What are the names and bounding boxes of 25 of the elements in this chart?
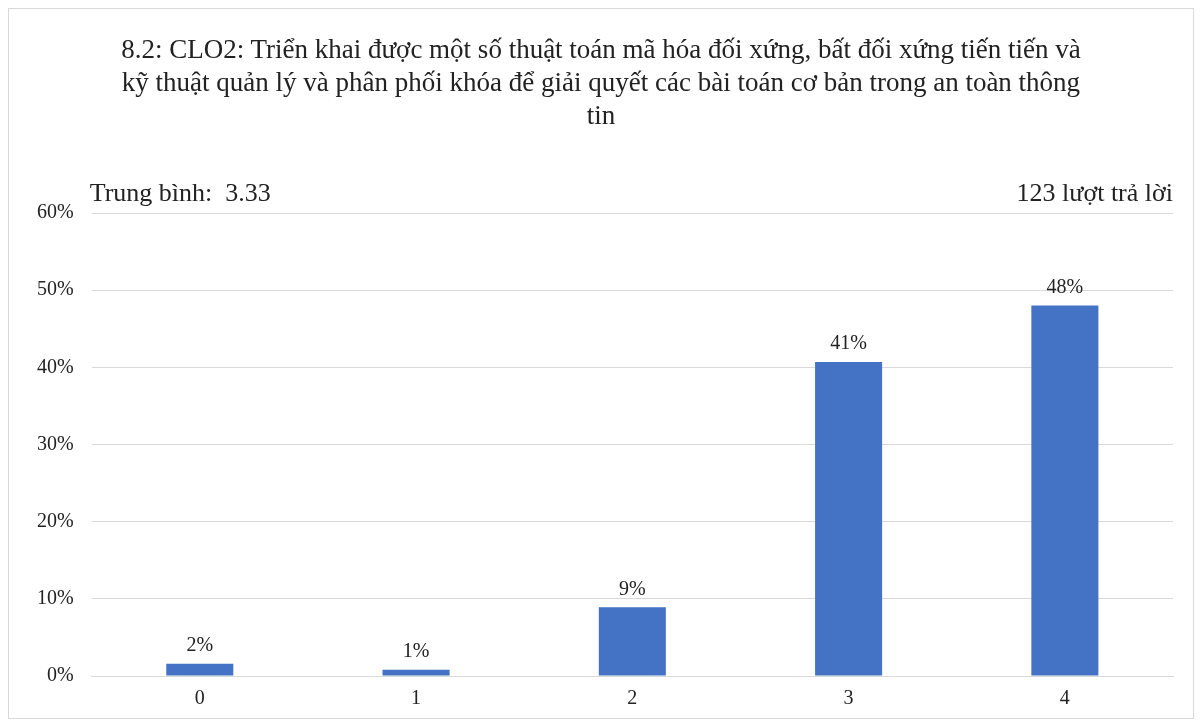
y-tick-label: 0% xyxy=(46,663,74,686)
data-label: 41% xyxy=(830,331,867,354)
y-tick-label: 50% xyxy=(36,277,74,300)
bar xyxy=(166,663,234,676)
bar xyxy=(382,669,450,676)
data-label: 48% xyxy=(1046,274,1084,297)
chart-title: 8.2: CLO2: Triển khai được một số thuật toán mã hóa đối xứng, bất đối xứng tiến tiến và kỹ thuật quản lý và phân phối khóa để giải quyết các bài toán cơ bản trong an toàn thông tin xyxy=(121,33,1081,132)
y-tick-label: 20% xyxy=(36,508,74,531)
x-tick-label: 3 xyxy=(843,686,854,709)
y-tick-label: 40% xyxy=(36,354,74,377)
y-tick-label: 60% xyxy=(36,200,74,223)
x-tick-label: 4 xyxy=(1059,686,1070,709)
data-label: 9% xyxy=(618,576,646,599)
x-tick-label: 0 xyxy=(194,686,205,709)
text: Trung bình: 3.33 xyxy=(89,177,271,207)
text: 123 lượt trả lời xyxy=(1016,177,1173,207)
data-label: 1% xyxy=(402,639,430,662)
bar xyxy=(815,361,883,676)
x-tick-label: 2 xyxy=(627,686,638,709)
x-tick-label: 1 xyxy=(411,686,422,709)
bar xyxy=(598,607,666,676)
data-label: 2% xyxy=(186,632,214,655)
bar xyxy=(1031,305,1099,676)
y-tick-label: 30% xyxy=(36,431,74,454)
y-tick-label: 10% xyxy=(36,586,74,609)
